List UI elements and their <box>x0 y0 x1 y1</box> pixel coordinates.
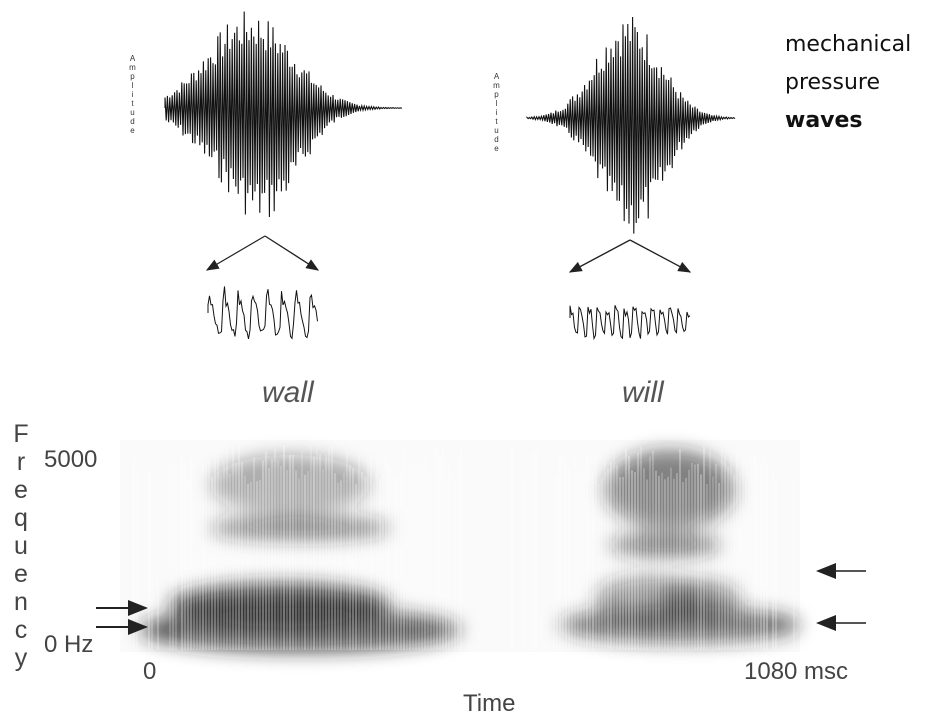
amplitude-label: Amplitude <box>492 72 501 153</box>
y-bottom-label: 0 Hz <box>44 631 94 658</box>
waveform-detail <box>569 305 691 341</box>
waveform <box>164 11 403 218</box>
energy-band <box>210 516 390 540</box>
spectrogram <box>120 440 800 652</box>
word-label: will <box>622 376 664 409</box>
waveform-detail <box>207 286 318 340</box>
word-label: wall <box>262 376 314 409</box>
y-top-label: 5000 <box>44 446 98 473</box>
y-axis-label: Frequency <box>7 420 35 672</box>
waveform <box>526 16 736 234</box>
x-end-label: 1080 msc <box>744 658 849 685</box>
caption: mechanical <box>785 32 912 57</box>
arrows <box>96 235 866 635</box>
caption: waves <box>785 108 863 133</box>
caption: pressure <box>785 70 881 95</box>
waveforms <box>164 11 736 341</box>
x-axis-label: Time <box>463 690 516 717</box>
x-start-label: 0 <box>143 658 157 685</box>
amplitude-label: Amplitude <box>128 54 137 135</box>
